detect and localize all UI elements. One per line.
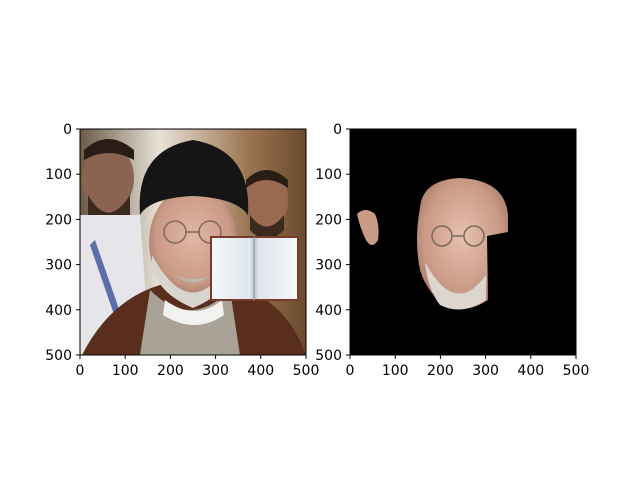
y-tick-label: 100 [315, 167, 342, 183]
x-tick-label: 100 [382, 363, 409, 379]
x-tick-label: 400 [517, 363, 544, 379]
x-tick-label: 500 [293, 363, 320, 379]
y-tick-label: 300 [45, 258, 72, 274]
axes-frame [349, 128, 577, 356]
x-tick-label: 300 [202, 363, 229, 379]
x-tick-label: 200 [157, 363, 184, 379]
x-tick-label: 100 [112, 363, 139, 379]
y-tick-label: 400 [315, 303, 342, 319]
axes-frame [79, 128, 307, 356]
mask-image [350, 129, 576, 355]
y-tick-label: 0 [333, 122, 342, 138]
x-tick-label: 0 [346, 363, 355, 379]
y-tick-label: 100 [45, 167, 72, 183]
y-tick-label: 300 [315, 258, 342, 274]
y-tick-label: 0 [63, 122, 72, 138]
y-tick-label: 200 [315, 212, 342, 228]
x-tick-label: 400 [247, 363, 274, 379]
y-tick-label: 200 [45, 212, 72, 228]
y-tick-label: 400 [45, 303, 72, 319]
x-tick-label: 200 [427, 363, 454, 379]
x-tick-label: 300 [472, 363, 499, 379]
y-tick-label: 500 [315, 348, 342, 364]
photo-image [80, 129, 306, 355]
y-tick-label: 500 [45, 348, 72, 364]
x-tick-label: 500 [563, 363, 590, 379]
x-tick-label: 0 [76, 363, 85, 379]
